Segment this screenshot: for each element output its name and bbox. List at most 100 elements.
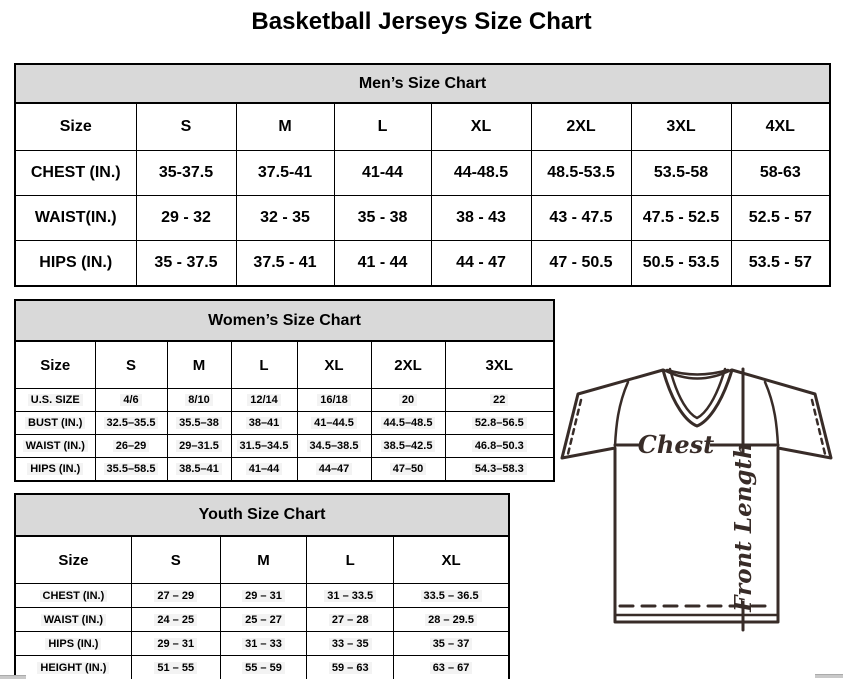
- youth-cell-value: 29 – 31: [242, 589, 285, 602]
- youth-chart-title: Youth Size Chart: [14, 493, 510, 537]
- women-cell-value: 8/10: [185, 394, 213, 406]
- women-column-header: 3XL: [444, 340, 555, 389]
- men-cell-value: 41 - 44: [357, 254, 408, 271]
- youth-column-header: M: [219, 535, 308, 584]
- men-cell-value: 35-37.5: [158, 164, 214, 181]
- women-cell-value: 44.5–48.5: [380, 417, 436, 429]
- men-table-row: WAIST(IN.) 29 - 32 32 - 35 35 - 38 38 - 43 43…: [14, 195, 831, 241]
- women-row-label: HIPS (IN.): [27, 463, 84, 475]
- women-cell-value: 20: [398, 394, 418, 406]
- youth-cell-value: 27 – 28: [328, 613, 372, 626]
- chest-label: Chest: [638, 430, 714, 459]
- jersey-measurement-diagram: Chest Front Length: [560, 367, 833, 632]
- women-cell-value: 34.5–38.5: [306, 440, 362, 452]
- men-table-row: CHEST (IN.) 35-37.5 37.5-41 41-44 44-48.5 48.…: [14, 150, 831, 196]
- youth-table-row: HEIGHT (IN.) 51 – 55 55 – 59 59 – 63 63 – 67: [14, 655, 510, 679]
- youth-row-label: HIPS (IN.): [45, 637, 102, 650]
- men-cell-value: 37.5 - 41: [253, 254, 317, 271]
- men-cell-value: 32 - 35: [260, 209, 310, 226]
- scrollbar-fragment-left[interactable]: [0, 675, 26, 679]
- collar-back-arc-2: [665, 368, 730, 376]
- men-row-label: CHEST (IN.): [30, 164, 121, 181]
- women-column-header: Size: [14, 340, 96, 389]
- men-table-row: HIPS (IN.) 35 - 37.5 37.5 - 41 41 - 44 44 - …: [14, 240, 831, 287]
- right-cuff-dashes: [810, 398, 827, 456]
- youth-table-row: WAIST (IN.) 24 – 25 25 – 27 27 – 28 28 – 29.…: [14, 607, 510, 632]
- women-table-row: BUST (IN.) 32.5–35.5 35.5–38 38–41 41–44.5 44…: [14, 411, 555, 435]
- women-cell-value: 38.5–42.5: [380, 440, 436, 452]
- men-chart-title: Men’s Size Chart: [14, 63, 831, 104]
- left-cuff-dashes: [566, 398, 583, 456]
- women-cell-value: 46.8–50.3: [471, 440, 527, 452]
- men-column-header: M: [235, 102, 335, 151]
- women-table-row: WAIST (IN.) 26–29 29–31.5 31.5–34.5 34.5–38.…: [14, 434, 555, 458]
- youth-column-header: Size: [14, 535, 132, 584]
- women-row-label: WAIST (IN.): [22, 440, 88, 452]
- womens-size-chart-table: Women’s Size Chart Size S M L XL 2XL 3XL U.S. SI…: [14, 299, 556, 482]
- women-chart-title: Women’s Size Chart: [14, 299, 555, 342]
- women-cell-value: 38.5–41: [176, 463, 222, 475]
- men-column-header: 4XL: [730, 102, 831, 151]
- youth-column-header: S: [130, 535, 221, 584]
- women-column-header: S: [94, 340, 168, 389]
- youth-cell-value: 29 – 31: [154, 637, 198, 650]
- youth-cell-value: 27 – 29: [154, 589, 198, 602]
- men-column-header: S: [135, 102, 237, 151]
- front-length-label-backing: [730, 453, 757, 601]
- page-title: Basketball Jerseys Size Chart: [251, 8, 592, 35]
- men-column-header: Size: [14, 102, 137, 151]
- men-cell-value: 29 - 32: [161, 209, 211, 226]
- women-cell-value: 41–44.5: [311, 417, 357, 429]
- women-cell-value: 44–47: [315, 463, 353, 475]
- men-cell-value: 44 - 47: [456, 254, 506, 271]
- women-cell-value: 32.5–35.5: [103, 417, 159, 429]
- chest-label-backing: [642, 430, 710, 458]
- men-cell-value: 37.5-41: [257, 164, 313, 181]
- men-cell-value: 53.5 - 57: [748, 254, 812, 271]
- left-sleeve-seam: [613, 380, 630, 448]
- men-cell-value: 48.5-53.5: [547, 164, 615, 181]
- men-cell-value: 47.5 - 52.5: [642, 209, 720, 226]
- women-cell-value: 22: [490, 394, 509, 406]
- youth-cell-value: 35 – 37: [429, 637, 473, 650]
- collar-back-arc-1: [662, 368, 733, 380]
- women-cell-value: 12/14: [247, 394, 281, 406]
- men-cell-value: 50.5 - 53.5: [642, 254, 720, 271]
- youth-table-row: HIPS (IN.) 29 – 31 31 – 33 33 – 35 35 – 37: [14, 631, 510, 656]
- women-cell-value: 41–44: [245, 463, 283, 475]
- youth-column-header: L: [306, 535, 395, 584]
- youth-cell-value: 63 – 67: [429, 661, 473, 674]
- men-row-label: HIPS (IN.): [39, 254, 113, 271]
- youth-cell-value: 31 – 33.5: [324, 589, 377, 602]
- women-cell-value: 31.5–34.5: [236, 440, 292, 452]
- men-cell-value: 44-48.5: [453, 164, 509, 181]
- youth-cell-value: 24 – 25: [154, 613, 198, 626]
- men-cell-value: 41-44: [362, 164, 403, 181]
- women-column-header: XL: [296, 340, 372, 389]
- jersey-outline: [560, 368, 833, 624]
- youth-row-label: WAIST (IN.): [40, 613, 107, 626]
- women-column-header: M: [166, 340, 232, 389]
- men-column-header: L: [333, 102, 432, 151]
- men-cell-value: 38 - 43: [456, 209, 506, 226]
- mens-size-chart-table: Men’s Size Chart Size S M L XL 2XL 3XL 4XL CHEST …: [14, 63, 832, 287]
- men-cell-value: 52.5 - 57: [748, 209, 812, 226]
- men-cell-value: 58-63: [759, 164, 801, 181]
- men-cell-value: 53.5-58: [653, 164, 709, 181]
- women-row-label: U.S. SIZE: [27, 394, 83, 406]
- women-column-header: 2XL: [370, 340, 446, 389]
- women-row-label: BUST (IN.): [25, 417, 86, 429]
- men-column-header: 3XL: [630, 102, 732, 151]
- men-cell-value: 35 - 37.5: [154, 254, 218, 271]
- youth-cell-value: 31 – 33: [242, 637, 285, 650]
- women-cell-value: 35.5–58.5: [103, 463, 159, 475]
- youth-table-row: CHEST (IN.) 27 – 29 29 – 31 31 – 33.5 33.5 –…: [14, 583, 510, 608]
- women-column-header: L: [230, 340, 298, 389]
- men-cell-value: 47 - 50.5: [549, 254, 613, 271]
- men-row-label: WAIST(IN.): [34, 209, 117, 226]
- scrollbar-fragment-right[interactable]: [815, 674, 843, 678]
- collar-outer-v: [661, 368, 734, 428]
- women-cell-value: 29–31.5: [176, 440, 222, 452]
- women-cell-value: 52.8–56.5: [471, 417, 527, 429]
